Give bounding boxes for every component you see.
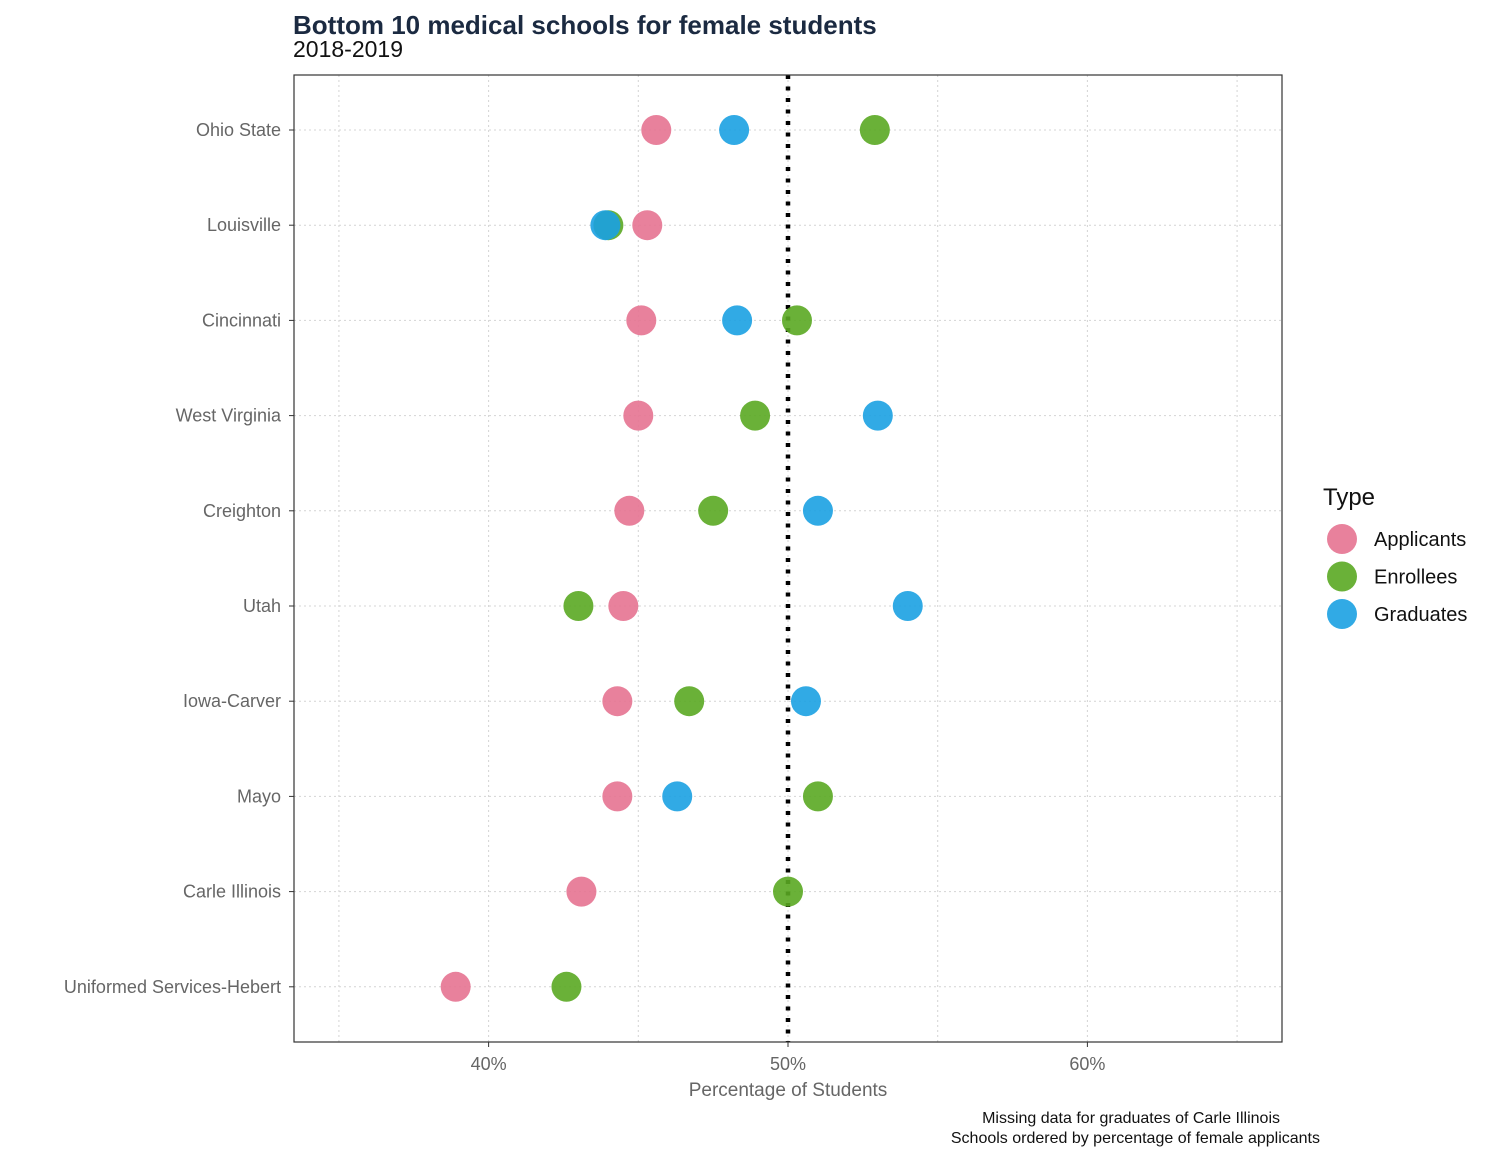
point-enrollees-7 [802,781,833,812]
legend-key-graduates [1327,599,1357,629]
x-tick-label: 50% [770,1054,806,1074]
point-applicants-8 [566,876,597,907]
point-enrollees-6 [674,686,705,717]
y-tick-label: Ohio State [196,120,281,140]
legend-label-applicants: Applicants [1374,529,1466,551]
chart-subtitle: 2018-2019 [293,36,403,62]
legend-key-applicants [1327,524,1357,554]
y-axis-ticks: Ohio State Louisville Cincinnati West Virgi… [64,120,294,997]
point-applicants-0 [641,115,672,145]
point-applicants-2 [626,305,657,336]
legend-title: Type [1323,484,1375,511]
point-enrollees-9 [551,971,582,1002]
y-tick-label: Louisville [207,215,281,235]
point-graduates-1 [590,210,621,241]
point-enrollees-8 [773,876,803,907]
legend-label-enrollees: Enrollees [1374,567,1457,589]
point-graduates-2 [722,305,753,336]
point-applicants-1 [632,210,663,241]
point-enrollees-4 [698,495,729,526]
point-graduates-6 [790,686,821,717]
y-tick-label: Creighton [203,501,281,521]
point-enrollees-0 [859,115,890,145]
point-enrollees-5 [563,591,594,621]
point-applicants-3 [623,400,654,431]
x-tick-label: 60% [1069,1054,1105,1074]
point-enrollees-3 [740,400,771,431]
y-tick-label: Cincinnati [202,310,281,330]
data-points [440,115,923,1002]
y-tick-label: Mayo [237,786,281,806]
point-applicants-7 [602,781,633,812]
point-graduates-7 [662,781,693,812]
point-enrollees-2 [781,305,812,336]
y-tick-label: Carle Illinois [183,882,281,902]
x-axis-label: Percentage of Students [689,1080,888,1101]
x-tick-label: 40% [471,1054,507,1074]
point-applicants-9 [440,971,471,1002]
chart-title: Bottom 10 medical schools for female stu… [293,10,877,40]
point-graduates-3 [862,400,893,431]
y-tick-label: Iowa-Carver [183,691,281,711]
point-graduates-0 [719,115,750,145]
point-graduates-5 [892,591,923,621]
x-axis-ticks: 40% 50% 60% [471,1042,1105,1074]
legend-label-graduates: Graduates [1374,604,1467,626]
point-applicants-4 [614,495,645,526]
y-tick-label: Utah [243,596,281,616]
legend-key-enrollees [1327,561,1357,592]
point-applicants-6 [602,686,633,717]
point-graduates-4 [802,495,833,526]
legend: Type Applicants Enrollees Graduates [1323,484,1467,629]
y-tick-label: West Virginia [176,406,282,426]
caption-line-1: Missing data for graduates of Carle Illi… [982,1110,1280,1127]
caption-line-2: Schools ordered by percentage of female … [951,1130,1320,1147]
point-applicants-5 [608,591,639,621]
y-tick-label: Uniformed Services-Hebert [64,977,281,997]
